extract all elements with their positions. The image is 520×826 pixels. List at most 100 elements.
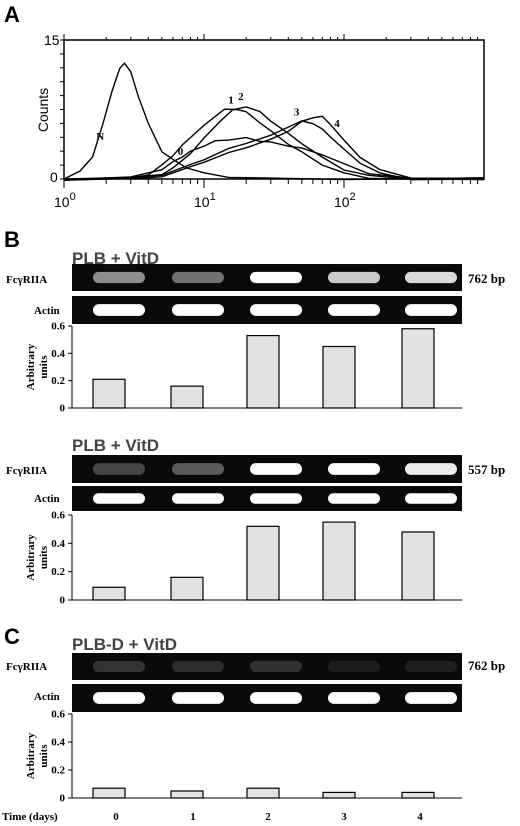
gel-band-fcgriia-lane-2 [250,271,302,284]
y-tick-zero: 0 [50,169,58,185]
bar-y-axis-label: Arbitrary [25,534,37,581]
time-tick-0: 0 [113,811,119,823]
series-label-2: 2 [238,91,244,103]
gel-band-fcgriia-lane-0 [93,463,145,475]
gel-band-actin-lane-2 [250,692,302,704]
bar-chart-b2: 0 0.2 0.4 0.6 Arbitrary units [25,510,462,607]
x-tick-label: 101 [194,191,216,210]
bar-0 [92,586,126,601]
bar-y-tick-label: 0 [60,403,66,415]
actin-label-c: Actin [34,691,60,703]
bar-y-tick-label: 0.2 [51,375,65,387]
y-axis-label: Counts [35,88,51,132]
gel-band-fcgriia-lane-4 [405,463,457,475]
bar-y-tick-label: 0 [60,793,66,805]
gel-band-actin-lane-0 [93,304,145,316]
bar-chart-b1: 0 0.2 0.4 0.6 Arbitrary units [25,321,462,415]
bar-y-axis-label-2: units [38,545,50,569]
y-tick-top: 15 [44,32,60,48]
histogram-series-group [63,62,485,181]
series-label-N: N [96,131,104,143]
gel-band-actin-lane-2 [250,304,302,316]
bar-2 [246,787,280,799]
bar-y-tick-label: 0.4 [51,737,65,749]
bar-3 [322,345,356,409]
histogram-series-labels: N 0 1 2 3 4 [96,91,340,158]
gel-band-fcgriia-lane-4 [405,660,457,673]
fcgriia-label-b2: FcγRIIA [6,465,47,477]
bar-y-tick-label: 0.6 [51,709,65,721]
bar-y-tick-label: 0.6 [51,321,65,333]
histogram-panel-a: 15 0 Counts 100 101 102 N 0 1 2 3 4 [35,32,485,210]
bar-y-tick-label: 0.2 [51,566,65,578]
bar-4 [401,791,435,799]
bar-1 [170,385,204,409]
gel-title-c: PLB-D + VitD [72,635,177,654]
bar-0 [92,378,126,409]
gel-band-fcgriia-lane-1 [172,463,224,475]
bar-chart-c: 0 0.2 0.4 0.6 Arbitrary units [25,709,462,805]
bar-0 [92,787,126,799]
x-tick-label: 102 [334,191,356,210]
gel-band-fcgriia-lane-4 [405,271,457,284]
bar-y-tick-label: 0.4 [51,538,65,550]
gel-band-fcgriia-lane-0 [93,660,145,673]
histogram-line-3 [63,120,485,181]
gel-title-b1: PLB + VitD [72,249,159,268]
gel-bands-b2 [93,463,457,504]
gel-band-actin-lane-3 [328,493,380,504]
bar-y-axis-label-2: units [38,355,50,379]
bp-label-b1: 762 bp [468,271,505,286]
panel-letter-b: B [4,227,20,252]
bar-y-axis-label-2: units [38,744,50,768]
gel-band-fcgriia-lane-1 [172,660,224,673]
bar-y-axis-label: Arbitrary [25,343,37,390]
actin-label-b2: Actin [34,493,60,505]
panel-letter-c: C [4,624,20,649]
bar-4 [401,328,435,409]
series-label-3: 3 [294,107,300,119]
time-axis-label: Time (days) [2,811,58,823]
bar-y-tick-label: 0.6 [51,510,65,522]
bar-1 [170,576,204,601]
actin-label-b1: Actin [34,305,60,317]
gel-band-fcgriia-lane-3 [328,660,380,673]
gel-band-fcgriia-lane-1 [172,271,224,284]
fcgriia-label-b1: FcγRIIA [6,274,47,286]
gel-band-actin-lane-1 [172,304,224,316]
histogram-frame [63,39,485,180]
gel-band-actin-lane-1 [172,493,224,504]
bar-2 [246,334,280,409]
bar-y-tick-label: 0 [60,595,66,607]
gel-band-fcgriia-lane-3 [328,271,380,284]
gel-band-fcgriia-lane-2 [250,660,302,673]
gel-band-actin-lane-4 [405,493,457,504]
bar-3 [322,791,356,799]
gel-title-b2: PLB + VitD [72,436,159,455]
bp-label-c: 762 bp [468,658,505,673]
panel-letter-a: A [4,2,20,27]
gel-band-actin-lane-2 [250,493,302,504]
time-tick-2: 2 [265,811,271,823]
gel-band-fcgriia-lane-3 [328,463,380,475]
histogram-x-tick-labels: 100 101 102 [54,191,356,210]
histogram-x-ticks [60,34,479,188]
bar-4 [401,531,435,601]
bar-1 [170,790,204,799]
histogram-line-0 [63,136,485,181]
gel-band-actin-lane-4 [405,692,457,704]
time-tick-labels: 0 1 2 3 4 [113,811,423,823]
gel-band-actin-lane-0 [93,493,145,504]
histogram-line-N [63,62,485,181]
series-label-0: 0 [178,146,184,158]
time-tick-1: 1 [190,811,196,823]
gel-band-actin-lane-3 [328,692,380,704]
gel-band-actin-lane-0 [93,692,145,704]
histogram-line-4 [63,115,485,181]
bar-2 [246,525,280,601]
histogram-line-1 [63,108,485,181]
bar-3 [322,521,356,601]
gel-band-actin-lane-4 [405,304,457,316]
series-label-4: 4 [334,118,340,130]
